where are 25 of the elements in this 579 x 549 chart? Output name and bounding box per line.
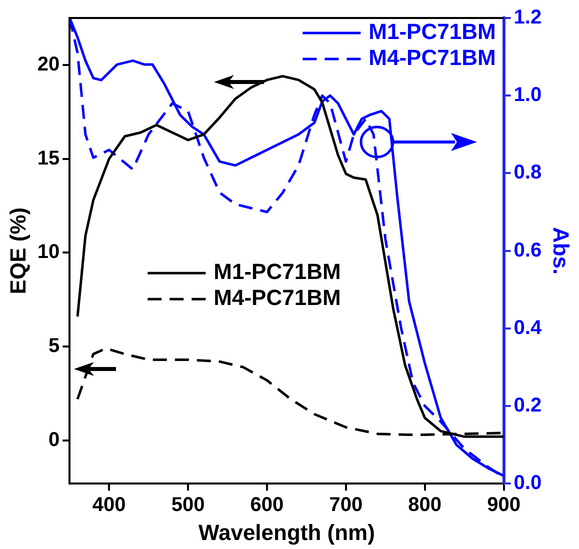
y2-tick-label: 0.0 [514, 472, 542, 494]
y2-tick-label: 0.2 [514, 394, 542, 417]
x-tick-label: 800 [408, 494, 442, 516]
y2-tick-label: 0.4 [514, 316, 542, 339]
y-tick-label: 15 [37, 147, 60, 170]
legend-label: M1-PC71BM [368, 19, 496, 44]
x-axis-title: Wavelength (nm) [198, 520, 375, 545]
x-tick-label: 400 [92, 494, 126, 516]
y-tick-label: 5 [48, 335, 60, 358]
y2-tick-label: 0.8 [514, 162, 542, 184]
y2-tick-label: 0.6 [514, 239, 542, 262]
x-tick-label: 600 [250, 494, 284, 516]
y2-tick-label: 1.2 [514, 6, 542, 29]
y-tick-label: 10 [37, 241, 60, 264]
y2-tick-label: 1.0 [514, 84, 542, 106]
legend-label: M1-PC71BM [214, 259, 341, 284]
y-tick-label: 0 [48, 428, 60, 451]
y-tick-label: 20 [37, 53, 60, 76]
legend-label: M4-PC71BM [214, 285, 341, 310]
y2-axis-title: Abs. [548, 226, 574, 275]
x-tick-label: 900 [487, 494, 520, 516]
x-tick-label: 500 [171, 494, 205, 516]
legend-label: M4-PC71BM [368, 45, 496, 70]
y-axis-title: EQE (%) [5, 207, 30, 294]
x-tick-label: 700 [329, 494, 363, 516]
